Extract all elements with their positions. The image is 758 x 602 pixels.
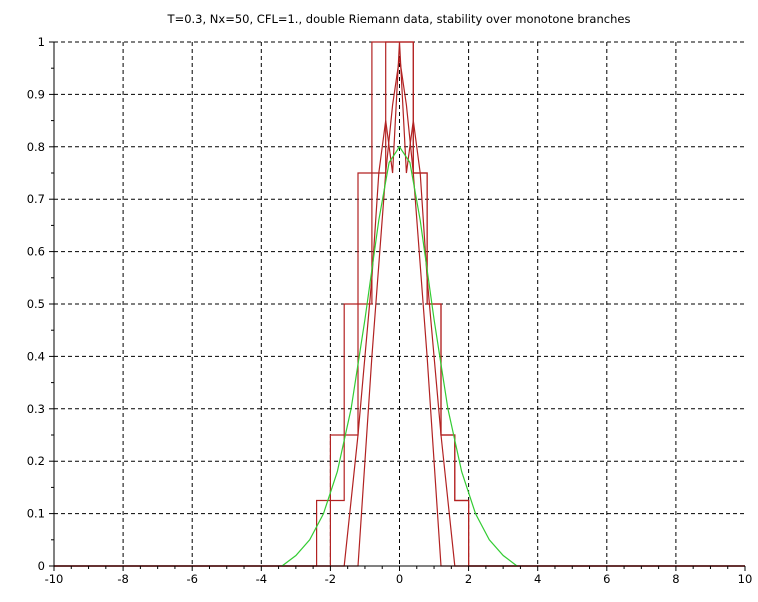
y-tick-label: 0 (38, 559, 45, 573)
y-tick-label: 0.2 (27, 454, 45, 468)
y-tick-label: 0.8 (27, 140, 45, 154)
x-tick-label: 8 (672, 572, 679, 586)
y-tick-label: 0.6 (27, 245, 45, 259)
x-tick-label: -4 (256, 572, 267, 586)
chart-title: T=0.3, Nx=50, CFL=1., double Riemann dat… (167, 12, 631, 26)
series-line-4 (54, 57, 745, 567)
x-tick-label: -2 (325, 572, 336, 586)
y-tick-label: 0.5 (27, 297, 45, 311)
y-tick-label: 0.7 (27, 192, 45, 206)
x-tick-label: -6 (186, 572, 197, 586)
series-layer (54, 41, 745, 567)
y-tick-label: 1 (38, 35, 45, 49)
x-tick-label: 10 (738, 572, 753, 586)
x-tick-label: -10 (45, 572, 64, 586)
x-tick-label: 4 (534, 572, 541, 586)
y-tick-label: 0.1 (27, 507, 45, 521)
x-tick-label: -8 (117, 572, 128, 586)
x-tick-label: 2 (465, 572, 472, 586)
y-tick-label: 0.9 (27, 87, 45, 101)
y-tick-label: 0.3 (27, 402, 45, 416)
axis-layer: -10 -8 -6 -4 -2 0 2 4 6 8 10 0 0.1 0.2 0.3 0.4 0.5 0.6 0.7… (27, 35, 753, 586)
grid-layer (54, 41, 745, 566)
y-tick-label: 0.4 (27, 349, 45, 363)
x-tick-label: 0 (396, 572, 403, 586)
series-line-5 (281, 145, 518, 567)
x-tick-label: 6 (603, 572, 610, 586)
series-line-3 (54, 41, 745, 567)
